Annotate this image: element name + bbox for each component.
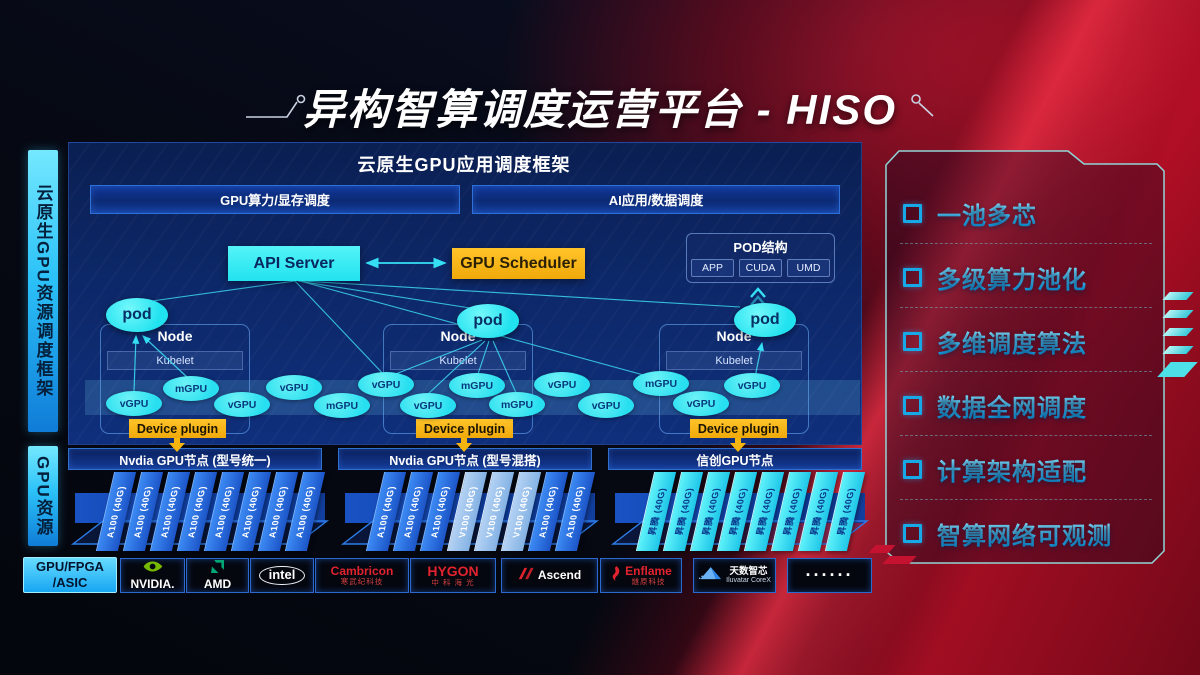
feature-item-5: 计算架构适配	[903, 452, 1087, 487]
pod-ellipse-1: pod	[106, 298, 168, 332]
feature-label: 数据全网调度	[937, 388, 1087, 423]
feature-separator	[900, 499, 1152, 500]
vendor-tile-nvidia[interactable]: NVIDIA.	[120, 558, 185, 593]
feature-label: 智算网络可观测	[937, 516, 1112, 551]
pod-ellipse-3: pod	[734, 303, 796, 337]
device-plugin-box-1: Device plugin	[129, 419, 226, 438]
pod-cell-umd: UMD	[787, 259, 830, 277]
pod-structure-title: POD结构	[733, 240, 788, 255]
amd-logo-icon	[211, 560, 224, 578]
gpu-ellipse-vgpu: vGPU	[534, 372, 590, 397]
api-server-box: API Server	[228, 246, 360, 281]
gpu-ellipse-mgpu: mGPU	[633, 371, 689, 396]
feature-item-1: 一池多芯	[903, 196, 1037, 231]
device-plugin-box-2: Device plugin	[416, 419, 513, 438]
vendor-tile-amd[interactable]: AMD	[186, 558, 249, 593]
feature-item-2: 多级算力池化	[903, 260, 1087, 295]
gpu-node-header-mixed: Nvdia GPU节点 (型号混搭)	[338, 448, 592, 470]
kubelet-bar: Kubelet	[390, 351, 526, 370]
gpu-ellipse-vgpu: vGPU	[400, 393, 456, 418]
framework-title: 云原生GPU应用调度框架	[357, 155, 571, 175]
vendor-subtitle: 中 科 海 光	[431, 577, 475, 587]
feature-label: 计算架构适配	[937, 452, 1087, 487]
gpu-ellipse-mgpu: mGPU	[314, 393, 370, 418]
vendor-name: Enflame	[625, 564, 672, 579]
gpu-compute-memory-scheduling-button[interactable]: GPU算力/显存调度	[90, 185, 460, 214]
square-bullet-icon	[903, 524, 922, 543]
feature-separator	[900, 307, 1152, 308]
pod-cell-cuda: CUDA	[739, 259, 782, 277]
vendor-tile-[interactable]: ······	[787, 558, 872, 593]
vendor-subtitle: 燧原科技	[631, 576, 666, 586]
feature-label: 多维调度算法	[937, 324, 1087, 359]
vendor-tile-hygon[interactable]: HYGON 中 科 海 光	[410, 558, 496, 593]
kubelet-bar: Kubelet	[107, 351, 243, 370]
gpu-ellipse-mgpu: mGPU	[489, 392, 545, 417]
kubelet-bar: Kubelet	[666, 351, 802, 370]
gpu-node-header-xinchuang: 信创GPU节点	[608, 448, 862, 470]
feature-label: 多级算力池化	[937, 260, 1087, 295]
pod-cell-app: APP	[691, 259, 734, 277]
sidebar-label-cloud-native-gpu-framework: 云原生GPU资源调度框架	[28, 150, 58, 432]
feature-separator	[900, 371, 1152, 372]
vendor-name: ······	[805, 565, 854, 586]
vendor-tile-intel[interactable]: intel	[250, 558, 314, 593]
vendor-tile-ascend[interactable]: Ascend	[501, 558, 598, 593]
chip-line2: /ASIC	[52, 575, 88, 590]
page-title: 异构智算调度运营平台 - HISO	[302, 86, 897, 133]
nvidia-logo-icon	[143, 560, 163, 578]
gpu-ellipse-vgpu: vGPU	[673, 391, 729, 416]
ai-app-data-scheduling-button[interactable]: AI应用/数据调度	[472, 185, 840, 214]
device-plugin-box-3: Device plugin	[690, 419, 787, 438]
square-bullet-icon	[903, 268, 922, 287]
vendor-name: Ascend	[537, 568, 582, 583]
iluvatar-triangle-icon	[698, 566, 722, 586]
square-bullet-icon	[903, 204, 922, 223]
square-bullet-icon	[903, 332, 922, 351]
feature-separator	[900, 243, 1152, 244]
vendor-tile-cambricon[interactable]: Cambricon 寒武纪科技	[315, 558, 409, 593]
gpu-ellipse-mgpu: mGPU	[163, 376, 219, 401]
pod-structure-box: POD结构 APP CUDA UMD	[686, 233, 835, 283]
gpu-ellipse-vgpu: vGPU	[358, 372, 414, 397]
gpu-ellipse-vgpu: vGPU	[214, 392, 270, 417]
vendor-name: AMD	[203, 577, 232, 592]
gpu-ellipse-vgpu: vGPU	[578, 393, 634, 418]
feature-item-3: 多维调度算法	[903, 324, 1087, 359]
pod-ellipse-2: pod	[457, 304, 519, 338]
vendor-tile-天数智芯[interactable]: 天数智芯 Iluvatar CoreX	[693, 558, 776, 593]
gpu-ellipse-mgpu: mGPU	[449, 373, 505, 398]
gpu-scheduler-box: GPU Scheduler	[452, 248, 585, 279]
gpu-node-header-uniform: Nvdia GPU节点 (型号统一)	[68, 448, 322, 470]
enflame-flame-icon	[610, 565, 621, 586]
vendor-name: 天数智芯	[729, 565, 768, 577]
pod-structure-cells: APP CUDA UMD	[687, 259, 834, 277]
gpu-ellipse-vgpu: vGPU	[724, 373, 780, 398]
gpu-ellipse-vgpu: vGPU	[266, 375, 322, 400]
feature-label: 一池多芯	[937, 196, 1037, 231]
feature-item-4: 数据全网调度	[903, 388, 1087, 423]
chip-line1: GPU/FPGA	[36, 559, 104, 574]
vendor-name: intel	[258, 565, 306, 586]
vendor-subtitle: Iluvatar CoreX	[726, 576, 771, 584]
vendor-name: Cambricon	[330, 564, 394, 579]
gpu-ellipse-vgpu: vGPU	[106, 391, 162, 416]
vendor-tile-enflame[interactable]: Enflame 燧原科技	[600, 558, 682, 593]
ascend-logo-icon	[518, 567, 534, 585]
feature-separator	[900, 435, 1152, 436]
chip-gpu-fpga-asic: GPU/FPGA /ASIC	[23, 557, 117, 593]
square-bullet-icon	[903, 460, 922, 479]
vendor-subtitle: 寒武纪科技	[340, 576, 384, 586]
vendor-name: HYGON	[427, 563, 479, 580]
vendor-name: NVIDIA.	[130, 577, 175, 592]
feature-item-6: 智算网络可观测	[903, 516, 1112, 551]
sidebar-label-gpu-resource: GPU资源	[28, 446, 58, 546]
square-bullet-icon	[903, 396, 922, 415]
